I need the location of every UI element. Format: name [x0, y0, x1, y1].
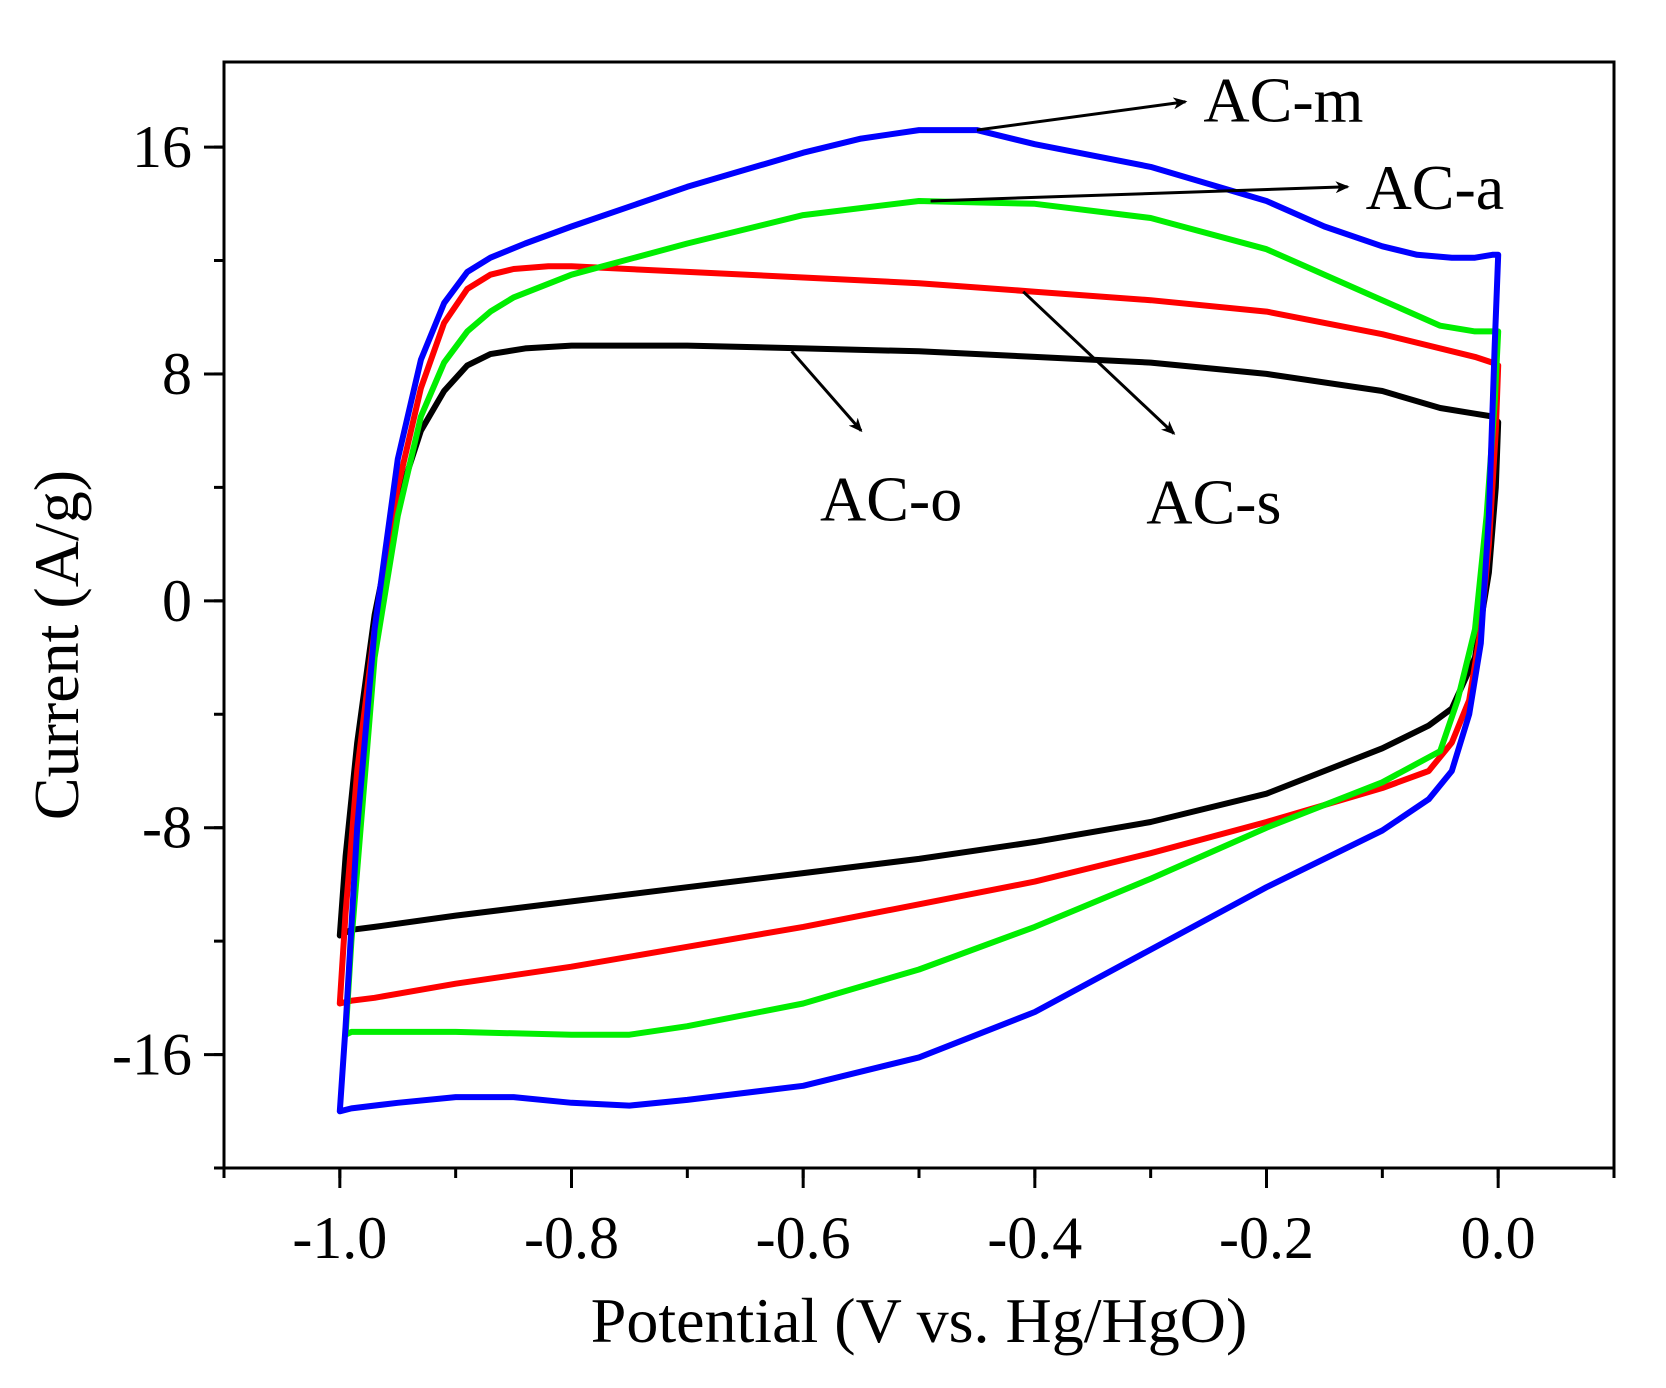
x-tick-label: -0.4 — [987, 1205, 1082, 1271]
plot-area — [336, 127, 1502, 1115]
x-axis-title: Potential (V vs. Hg/HgO) — [591, 1285, 1248, 1356]
annotation-arrow-ac-o — [790, 350, 863, 433]
annotation-arrow-ac-s — [1022, 290, 1176, 435]
x-tick-label: -0.2 — [1219, 1205, 1314, 1271]
x-tick-label: -0.8 — [524, 1205, 619, 1271]
annotations: AC-mAC-a AC-o AC-s — [790, 65, 1505, 538]
series-ac-m-curve — [336, 127, 1502, 1115]
y-tick-label: -8 — [142, 795, 192, 861]
series-ac-o-curve — [336, 342, 1502, 939]
x-tick-label: -1.0 — [292, 1205, 387, 1271]
series-ac-a-curve — [342, 198, 1502, 1038]
y-tick-label: -16 — [112, 1022, 192, 1088]
annotation-label-ac-s: AC-s — [1146, 467, 1281, 538]
annotation-label-ac-o: AC-o — [820, 464, 962, 535]
annotation-label-ac-m: AC-m — [1203, 65, 1363, 136]
y-tick-label: 0 — [162, 568, 192, 634]
series-ac-s-curve — [336, 263, 1502, 1007]
x-tick-label: 0.0 — [1461, 1205, 1536, 1271]
annotation-arrow-ac-a — [930, 181, 1350, 203]
annotation-arrow-ac-m — [976, 97, 1188, 132]
y-tick-label: 16 — [132, 114, 192, 180]
annotation-label-ac-a: AC-a — [1366, 152, 1505, 223]
x-tick-label: -0.6 — [756, 1205, 851, 1271]
y-tick-label: 8 — [162, 341, 192, 407]
y-axis-title: Current (A/g) — [21, 470, 92, 820]
axis-ticks: -1.0 -0.8 -0.6 -0.4 -0.2 0.0 -16 -8 0 8 16 — [112, 114, 1616, 1271]
